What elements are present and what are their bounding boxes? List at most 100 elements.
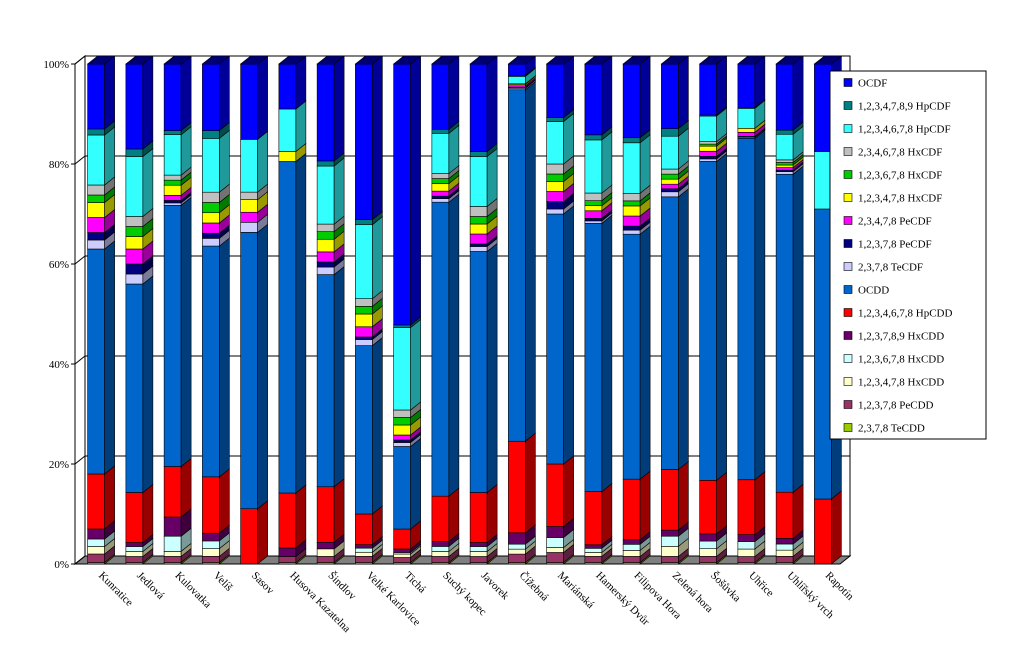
bar-top [86,55,116,65]
bar-segment [125,156,144,217]
bar-segment [661,535,679,547]
bar-segment [661,178,679,185]
x-category-label: Tichá [402,570,428,596]
bar-segment [163,535,182,552]
bar-segment [775,129,794,135]
bar-segment-side [563,455,574,528]
bar-segment [431,201,450,497]
legend-label: 2,3,7,8 TeCDF [858,262,923,274]
bar-stack [163,55,192,565]
bar-segment [775,549,794,557]
bar-segment [699,548,717,557]
bar-segment [622,137,641,144]
bar-segment [355,544,373,549]
bar-segment [584,544,603,549]
legend-item: 1,2,3,4,7,8 HxCDF [843,193,942,205]
bar-segment [469,246,488,252]
bar-segment [202,532,220,542]
bar-layer [86,55,843,565]
bar-segment [546,191,564,202]
bar-segment-side [716,152,727,481]
bar-segment [125,216,144,227]
bar-segment [240,63,258,140]
bar-top [431,55,460,65]
bar-segment-side [563,112,574,165]
bar-segment [508,76,526,85]
bar-segment [355,313,373,328]
bar-segment [508,543,526,550]
plot-floor [73,555,852,565]
bar-segment [775,133,794,161]
bar-segment [125,273,144,285]
bar-segment [316,223,335,232]
bar-segment [546,213,564,465]
bar-segment [546,552,564,563]
bar-segment [163,179,182,186]
bar-segment-side [142,483,154,544]
bar-segment [278,556,297,563]
bar-segment-side [180,457,192,518]
bar-segment-side [639,134,651,194]
bar-segment [584,223,603,492]
bar-segment [393,557,411,563]
bar-segment [87,553,105,563]
bar-segment [508,63,526,76]
bar-segment [661,135,679,170]
bar-segment [737,548,756,557]
bar-segment-side [754,55,766,108]
bar-segment [125,236,144,250]
bar-segment-side [295,100,307,153]
bar-segment [546,201,564,210]
legend-label: 2,3,7,8 TeCDD [858,423,925,435]
bar-stack [507,55,537,565]
legend-label: 1,2,3,7,8,9 HxCDD [858,331,944,343]
bar-segment [622,200,641,207]
bar-segment [316,231,335,240]
bar-stack [431,55,460,565]
bar-segment [316,238,335,253]
bar-segment [202,548,220,557]
bar-segment [775,491,794,539]
bar-segment [699,533,717,542]
bar-segment [202,130,220,139]
bar-segment [584,205,603,212]
bar-segment [661,63,679,129]
bar-segment [202,232,220,239]
bar-segment [202,63,220,131]
bar-segment [661,529,679,537]
bar-top [354,55,384,65]
bar-segment [661,196,679,470]
bar-segment [125,63,144,150]
gridline-depth [74,55,86,65]
bar-segment [661,168,679,175]
bar-segment [584,218,603,222]
bar-segment [431,129,450,134]
bar-segment [622,205,641,217]
bar-top [278,55,307,65]
legend-swatch [843,193,853,202]
bar-top [775,55,804,65]
gridline-depth [74,555,86,565]
bar-segment [622,544,641,551]
bar-segment [469,156,488,207]
bar-segment [546,463,564,527]
legend-label: 1,2,3,4,6,7,8 HpCDF [858,124,951,136]
bar-segment [584,548,603,553]
bar-segment [431,551,450,557]
x-category-label: Čížebná [517,570,551,604]
legend-swatch [843,147,853,156]
bar-segment [622,233,641,480]
bar-segment [661,546,679,557]
bar-segment [278,108,297,152]
bar-top [125,55,154,65]
legend-swatch [843,262,853,271]
bar-segment-side [257,130,268,193]
bar-segment-side [448,487,460,543]
bar-segment-side [716,55,727,116]
legend-label: 1,2,3,4,7,8 HxCDF [858,193,942,205]
bar-segment [163,184,182,196]
x-category-label: Velíš [211,570,235,594]
legend-item: OCDF [843,78,887,90]
bar-segment [163,200,182,204]
bar-segment-side [754,471,766,536]
